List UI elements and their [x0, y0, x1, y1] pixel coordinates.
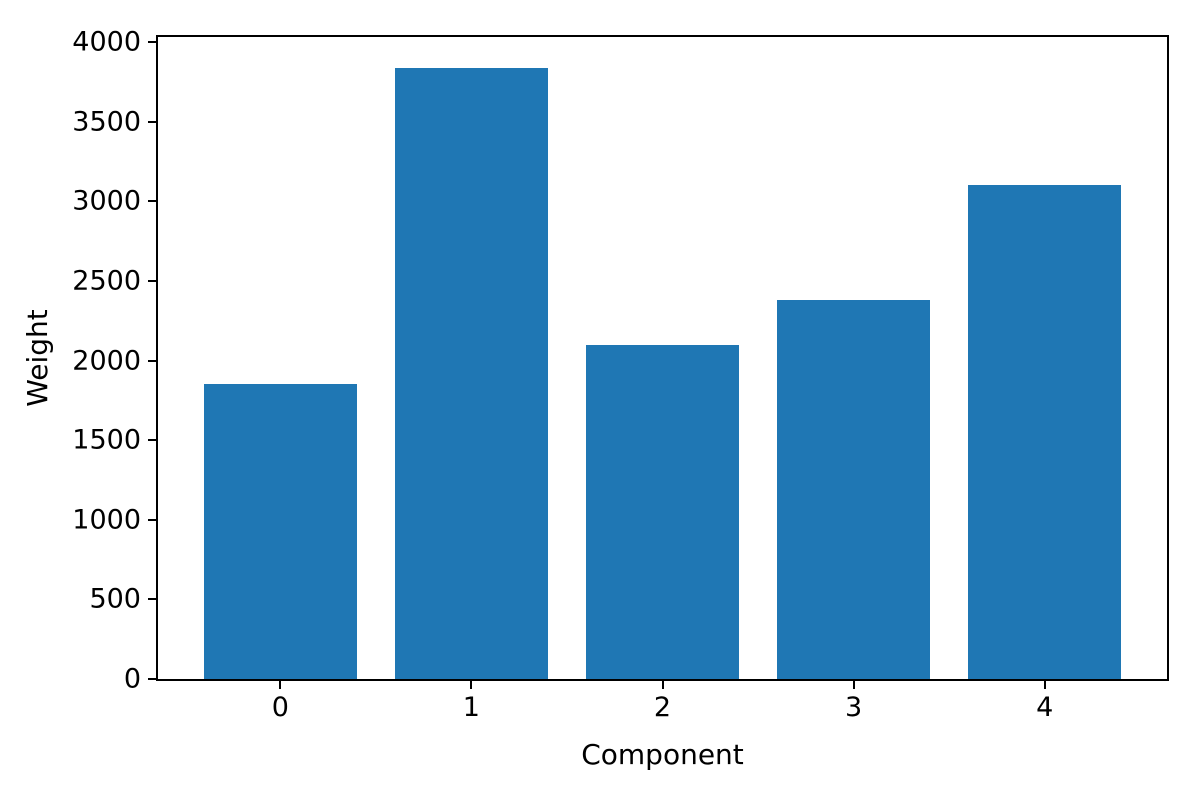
y-tick-label: 3500 — [72, 106, 141, 138]
x-tick-mark — [279, 679, 282, 689]
bar-component-2 — [586, 344, 739, 679]
y-tick-mark — [148, 279, 158, 282]
x-tick-mark — [852, 679, 855, 689]
y-tick-label: 0 — [123, 663, 141, 695]
y-tick-label: 1500 — [72, 424, 141, 456]
plot-area: 0 500 1000 1500 2000 2500 3000 3500 4000 0 1 2 3 4 — [72, 29, 1169, 721]
x-tick-label: 0 — [271, 692, 289, 723]
y-tick-mark — [148, 439, 158, 442]
x-tick-label: 3 — [845, 692, 863, 723]
y-tick-label: 3000 — [72, 185, 141, 217]
x-tick-label: 1 — [462, 692, 480, 723]
y-tick-label: 2500 — [72, 265, 141, 297]
y-tick-label: 4000 — [72, 26, 141, 58]
y-tick-mark — [148, 598, 158, 601]
y-tick-mark — [148, 359, 158, 362]
y-axis-label: Weight — [21, 309, 54, 407]
x-tick-label: 2 — [653, 692, 672, 723]
x-tick-mark — [470, 679, 473, 689]
x-tick-mark — [661, 679, 664, 689]
y-tick-mark — [148, 41, 158, 44]
y-tick-label: 500 — [89, 583, 141, 615]
y-tick-label: 1000 — [72, 504, 141, 536]
y-tick-mark — [148, 518, 158, 521]
bar-component-3 — [777, 300, 931, 679]
y-tick-mark — [148, 200, 158, 203]
bar-component-0 — [203, 383, 357, 679]
y-tick-mark — [148, 678, 158, 680]
y-tick-label: 2000 — [72, 345, 141, 377]
bar-component-1 — [394, 67, 548, 679]
x-tick-label: 4 — [1036, 692, 1054, 723]
x-tick-mark — [1043, 679, 1046, 689]
bar-component-4 — [968, 185, 1122, 679]
x-axis-label: Component — [581, 738, 744, 771]
y-tick-mark — [148, 120, 158, 123]
